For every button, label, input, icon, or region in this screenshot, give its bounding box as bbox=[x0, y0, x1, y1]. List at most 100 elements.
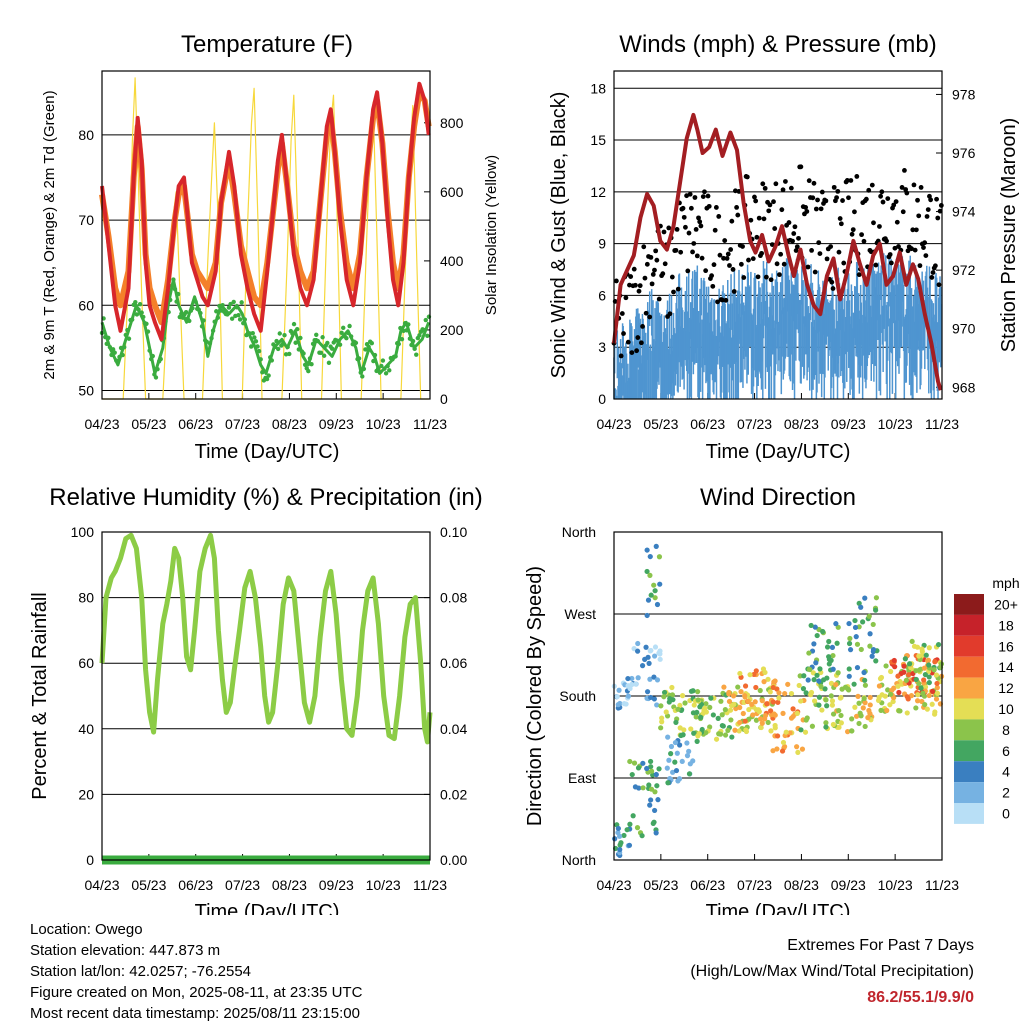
gust-point bbox=[653, 248, 659, 254]
dewpoint-point bbox=[409, 342, 414, 348]
direction-point bbox=[614, 694, 620, 700]
legend-swatch bbox=[954, 719, 984, 741]
gust-point bbox=[773, 181, 779, 187]
dewpoint-point bbox=[112, 350, 117, 355]
direction-point bbox=[811, 677, 817, 683]
dewpoint-point bbox=[158, 356, 163, 362]
dewpoint-point bbox=[120, 352, 125, 358]
gust-point bbox=[879, 189, 885, 195]
direction-point bbox=[684, 740, 690, 746]
dewpoint-point bbox=[133, 299, 138, 305]
direction-point bbox=[924, 706, 930, 712]
gust-point bbox=[834, 195, 839, 200]
gust-point bbox=[804, 209, 810, 214]
direction-point bbox=[686, 771, 693, 777]
direction-point bbox=[639, 833, 645, 839]
gust-point bbox=[690, 249, 695, 255]
legend-label: 20+ bbox=[994, 596, 1018, 612]
gust-point bbox=[930, 270, 936, 275]
direction-point bbox=[742, 692, 748, 699]
gust-point bbox=[817, 251, 823, 256]
winds-ylabel: Sonic Wind & Gust (Blue, Black) bbox=[548, 92, 570, 379]
direction-point bbox=[817, 666, 823, 672]
gust-point bbox=[706, 203, 712, 209]
dewpoint-point bbox=[421, 327, 427, 333]
gust-point bbox=[794, 244, 800, 250]
x-tick-label: 05/23 bbox=[643, 877, 678, 893]
direction-point bbox=[623, 701, 629, 707]
gust-point bbox=[685, 268, 691, 274]
direction-point bbox=[918, 685, 924, 691]
gust-point bbox=[861, 238, 867, 244]
winds-plot: 04/23 05/23 06/23 07/23 08/23 09/23 10/23 11/23… bbox=[590, 70, 976, 432]
direction-point bbox=[642, 656, 648, 663]
dewpoint-point bbox=[136, 307, 141, 312]
direction-point bbox=[753, 668, 759, 674]
direction-point bbox=[926, 645, 932, 651]
dewpoint-point bbox=[353, 340, 359, 346]
dewpoint-point bbox=[287, 351, 292, 357]
direction-point bbox=[655, 797, 661, 803]
direction-point bbox=[884, 707, 890, 714]
direction-point bbox=[861, 669, 867, 676]
direction-point bbox=[913, 705, 919, 711]
direction-point bbox=[922, 701, 928, 708]
direction-point bbox=[719, 712, 725, 718]
direction-point bbox=[644, 547, 650, 553]
direction-point bbox=[824, 703, 830, 709]
gust-point bbox=[711, 262, 717, 268]
legend-swatch bbox=[954, 803, 984, 824]
gust-point bbox=[925, 207, 931, 213]
gust-point bbox=[687, 191, 693, 197]
dewpoint-point bbox=[302, 362, 308, 367]
direction-point bbox=[652, 588, 658, 594]
direction-point bbox=[733, 705, 739, 712]
direction-point bbox=[691, 730, 697, 736]
direction-point bbox=[904, 710, 910, 716]
direction-point bbox=[652, 644, 659, 650]
direction-point bbox=[718, 698, 724, 704]
winds-xlabel: Time (Day/UTC) bbox=[706, 441, 851, 463]
direction-point bbox=[668, 751, 674, 757]
gust-point bbox=[796, 235, 801, 241]
gust-point bbox=[928, 197, 934, 203]
x-tick-label: 08/23 bbox=[272, 416, 307, 432]
gust-point bbox=[702, 189, 707, 195]
direction-point bbox=[736, 728, 742, 734]
direction-point bbox=[648, 797, 654, 803]
direction-point bbox=[902, 656, 908, 662]
gust-point bbox=[798, 164, 804, 170]
direction-point bbox=[804, 715, 810, 721]
dewpoint-point bbox=[171, 277, 176, 282]
gust-point bbox=[753, 198, 759, 204]
direction-point bbox=[822, 686, 828, 692]
gust-point bbox=[723, 297, 729, 303]
direction-point bbox=[700, 710, 706, 717]
dewpoint-point bbox=[380, 358, 386, 363]
gust-point bbox=[791, 231, 797, 236]
direction-point bbox=[932, 709, 938, 715]
dewpoint-point bbox=[293, 340, 298, 345]
gust-point bbox=[678, 249, 684, 255]
dewpoint-point bbox=[198, 310, 203, 316]
gust-point bbox=[763, 274, 769, 280]
direction-point bbox=[738, 689, 744, 695]
dewpoint-point bbox=[155, 367, 160, 372]
direction-point bbox=[873, 595, 880, 601]
gust-point bbox=[748, 217, 754, 223]
direction-point bbox=[629, 675, 635, 682]
dewpoint-point bbox=[277, 331, 282, 336]
direction-point bbox=[674, 750, 680, 756]
direction-point bbox=[790, 713, 796, 720]
direction-point bbox=[664, 765, 670, 771]
gust-point bbox=[938, 203, 944, 208]
x-tick-label: 11/23 bbox=[925, 416, 959, 432]
dewpoint-point bbox=[412, 346, 417, 352]
dewpoint-point bbox=[307, 356, 313, 361]
direction-point bbox=[640, 785, 646, 791]
direction-point bbox=[668, 743, 675, 750]
gust-point bbox=[841, 260, 847, 266]
dewpoint-point bbox=[134, 312, 140, 317]
direction-point bbox=[666, 699, 672, 705]
gust-point bbox=[731, 289, 737, 294]
